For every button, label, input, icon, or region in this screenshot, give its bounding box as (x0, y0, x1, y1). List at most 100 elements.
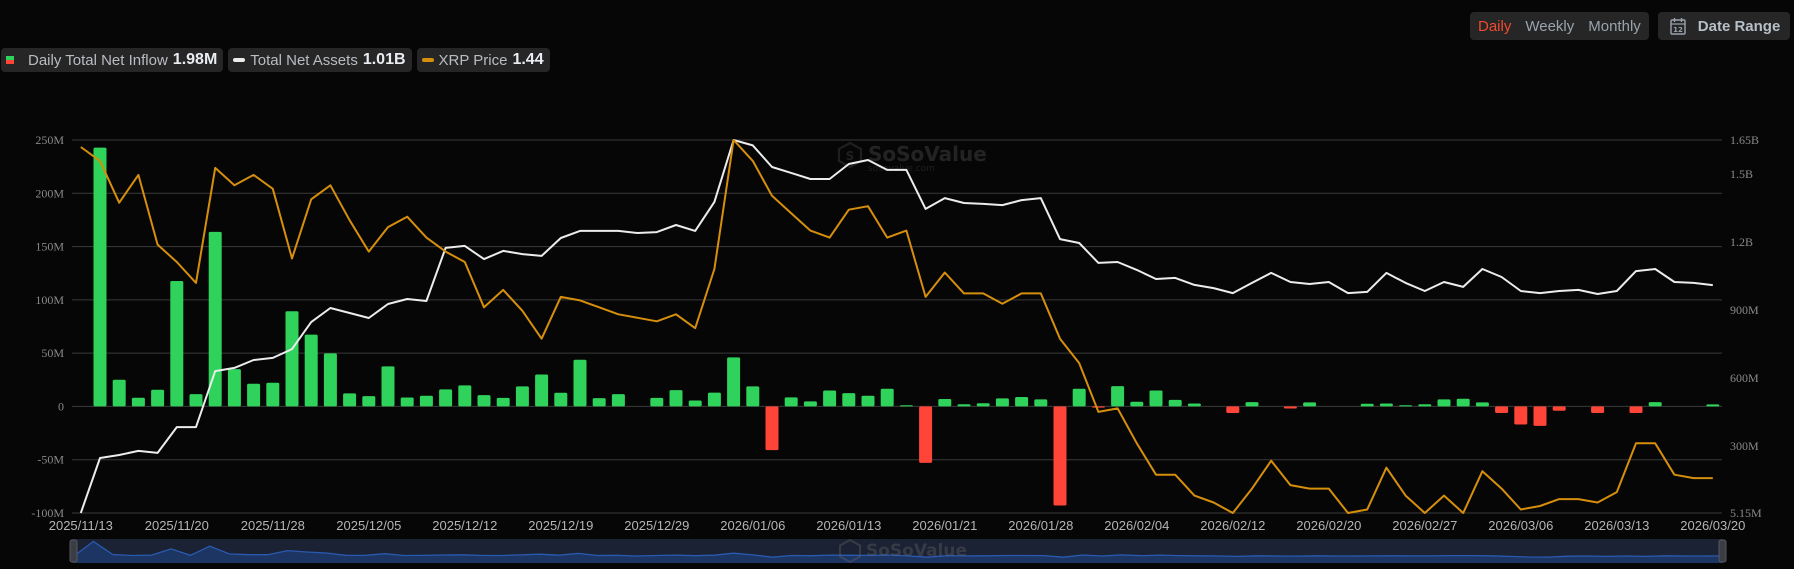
inflow-bar[interactable] (419, 395, 433, 407)
inflow-bar[interactable] (554, 392, 568, 407)
navigator-right-handle[interactable] (1718, 539, 1727, 563)
inflow-bar[interactable] (1130, 401, 1144, 407)
date-range-button[interactable]: 12 Date Range (1657, 12, 1791, 40)
inflow-bar[interactable] (343, 393, 357, 407)
inflow-bar[interactable] (880, 388, 894, 407)
inflow-bar[interactable] (362, 396, 376, 407)
inflow-bar[interactable] (592, 398, 606, 407)
inflow-bar[interactable] (1034, 399, 1048, 407)
inflow-bar[interactable] (1187, 403, 1201, 407)
inflow-bar[interactable] (1111, 386, 1125, 407)
inflow-bar[interactable] (727, 357, 741, 407)
inflow-bar[interactable] (1495, 406, 1509, 414)
range-navigator[interactable]: SoSoValue (69, 538, 1727, 564)
x-axis-tick: 2025/12/19 (528, 518, 593, 533)
inflow-bar[interactable] (535, 374, 549, 407)
inflow-bar[interactable] (285, 311, 299, 407)
inflow-bar[interactable] (1149, 390, 1163, 407)
inflow-bar[interactable] (323, 353, 337, 407)
legend-item-daily-net-inflow[interactable]: Daily Total Net Inflow 1.98M (1, 48, 224, 72)
bar-swatch-icon (6, 56, 14, 64)
inflow-bar[interactable] (400, 397, 414, 407)
inflow-bar[interactable] (170, 280, 184, 407)
inflow-bar[interactable] (688, 400, 702, 407)
legend-item-total-net-assets[interactable]: Total Net Assets 1.01B (228, 48, 412, 72)
inflow-bar[interactable] (1591, 406, 1605, 414)
left-axis: 250M 200M 150M 100M 50M 0 -50M -100M (31, 133, 64, 520)
inflow-bar[interactable] (611, 394, 625, 407)
inflow-bar[interactable] (1245, 402, 1259, 407)
inflow-bar[interactable] (1437, 399, 1451, 407)
inflow-bar[interactable] (189, 394, 203, 407)
inflow-bar[interactable] (1379, 403, 1393, 407)
inflow-bar[interactable] (304, 334, 318, 407)
inflow-bar[interactable] (112, 379, 126, 407)
period-weekly-button[interactable]: Weekly (1525, 17, 1575, 35)
inflow-bar[interactable] (439, 389, 453, 407)
inflow-bar[interactable] (131, 397, 145, 407)
inflow-bar[interactable] (1226, 406, 1240, 414)
inflow-bar[interactable] (938, 398, 952, 407)
inflow-bar[interactable] (803, 401, 817, 407)
inflow-bar[interactable] (573, 359, 587, 407)
inflow-bar[interactable] (1053, 406, 1067, 506)
inflow-bar[interactable] (650, 397, 664, 407)
inflow-bar[interactable] (746, 386, 760, 407)
inflow-bar[interactable] (496, 397, 510, 407)
xrp-price-line[interactable] (80, 139, 1713, 514)
inflow-bar[interactable] (1648, 402, 1662, 407)
inflow-bar[interactable] (669, 390, 683, 407)
line-swatch-icon (421, 58, 434, 62)
inflow-bar[interactable] (151, 389, 165, 407)
inflow-bar[interactable] (1552, 406, 1566, 411)
inflow-bar[interactable] (1283, 406, 1297, 409)
inflow-bar[interactable] (1475, 402, 1489, 407)
x-axis-tick: 2026/01/28 (1008, 518, 1073, 533)
inflow-bar[interactable] (1399, 405, 1413, 407)
left-axis-tick: 250M (35, 133, 64, 147)
inflow-bar[interactable] (93, 147, 107, 407)
inflow-bar[interactable] (784, 397, 798, 407)
inflow-bar[interactable] (1706, 404, 1720, 407)
inflow-bars[interactable] (93, 147, 1720, 506)
inflow-bar[interactable] (227, 369, 241, 407)
total-net-assets-line[interactable] (79, 139, 1713, 514)
inflow-bar[interactable] (381, 366, 395, 407)
navigator-left-handle[interactable] (69, 539, 78, 563)
inflow-bar[interactable] (1015, 397, 1029, 407)
left-axis-tick: 150M (35, 240, 64, 254)
inflow-bar[interactable] (1303, 402, 1317, 407)
inflow-bar[interactable] (247, 383, 261, 407)
watermark: S SoSoValue sosovalue.com (837, 141, 987, 174)
inflow-bar[interactable] (957, 404, 971, 407)
inflow-bar[interactable] (1456, 398, 1470, 407)
inflow-bar[interactable] (1418, 404, 1432, 407)
legend-item-xrp-price[interactable]: XRP Price 1.44 (416, 48, 550, 72)
inflow-bar[interactable] (1533, 406, 1547, 426)
inflow-bar[interactable] (266, 382, 280, 407)
inflow-bar[interactable] (515, 386, 529, 407)
inflow-bar[interactable] (842, 393, 856, 407)
inflow-bar[interactable] (823, 390, 837, 407)
inflow-bar[interactable] (765, 406, 779, 451)
inflow-bar[interactable] (477, 395, 491, 407)
inflow-bar[interactable] (976, 403, 990, 407)
inflow-bar[interactable] (1168, 399, 1182, 407)
grid-lines (72, 139, 1722, 514)
inflow-bar[interactable] (899, 405, 913, 407)
inflow-bar[interactable] (861, 395, 875, 407)
period-daily-button[interactable]: Daily (1478, 17, 1512, 35)
inflow-bar[interactable] (1360, 403, 1374, 407)
inflow-bar[interactable] (707, 392, 721, 407)
inflow-bar[interactable] (1072, 388, 1086, 407)
period-monthly-button[interactable]: Monthly (1588, 17, 1641, 35)
right-axis-tick: 1.5B (1730, 167, 1753, 181)
inflow-bar[interactable] (995, 398, 1009, 407)
inflow-bar[interactable] (208, 231, 222, 407)
inflow-bar[interactable] (1091, 406, 1105, 408)
inflow-bar[interactable] (1629, 406, 1643, 414)
inflow-bar[interactable] (458, 385, 472, 407)
inflow-bar[interactable] (919, 406, 933, 463)
inflow-bar[interactable] (1514, 406, 1528, 425)
